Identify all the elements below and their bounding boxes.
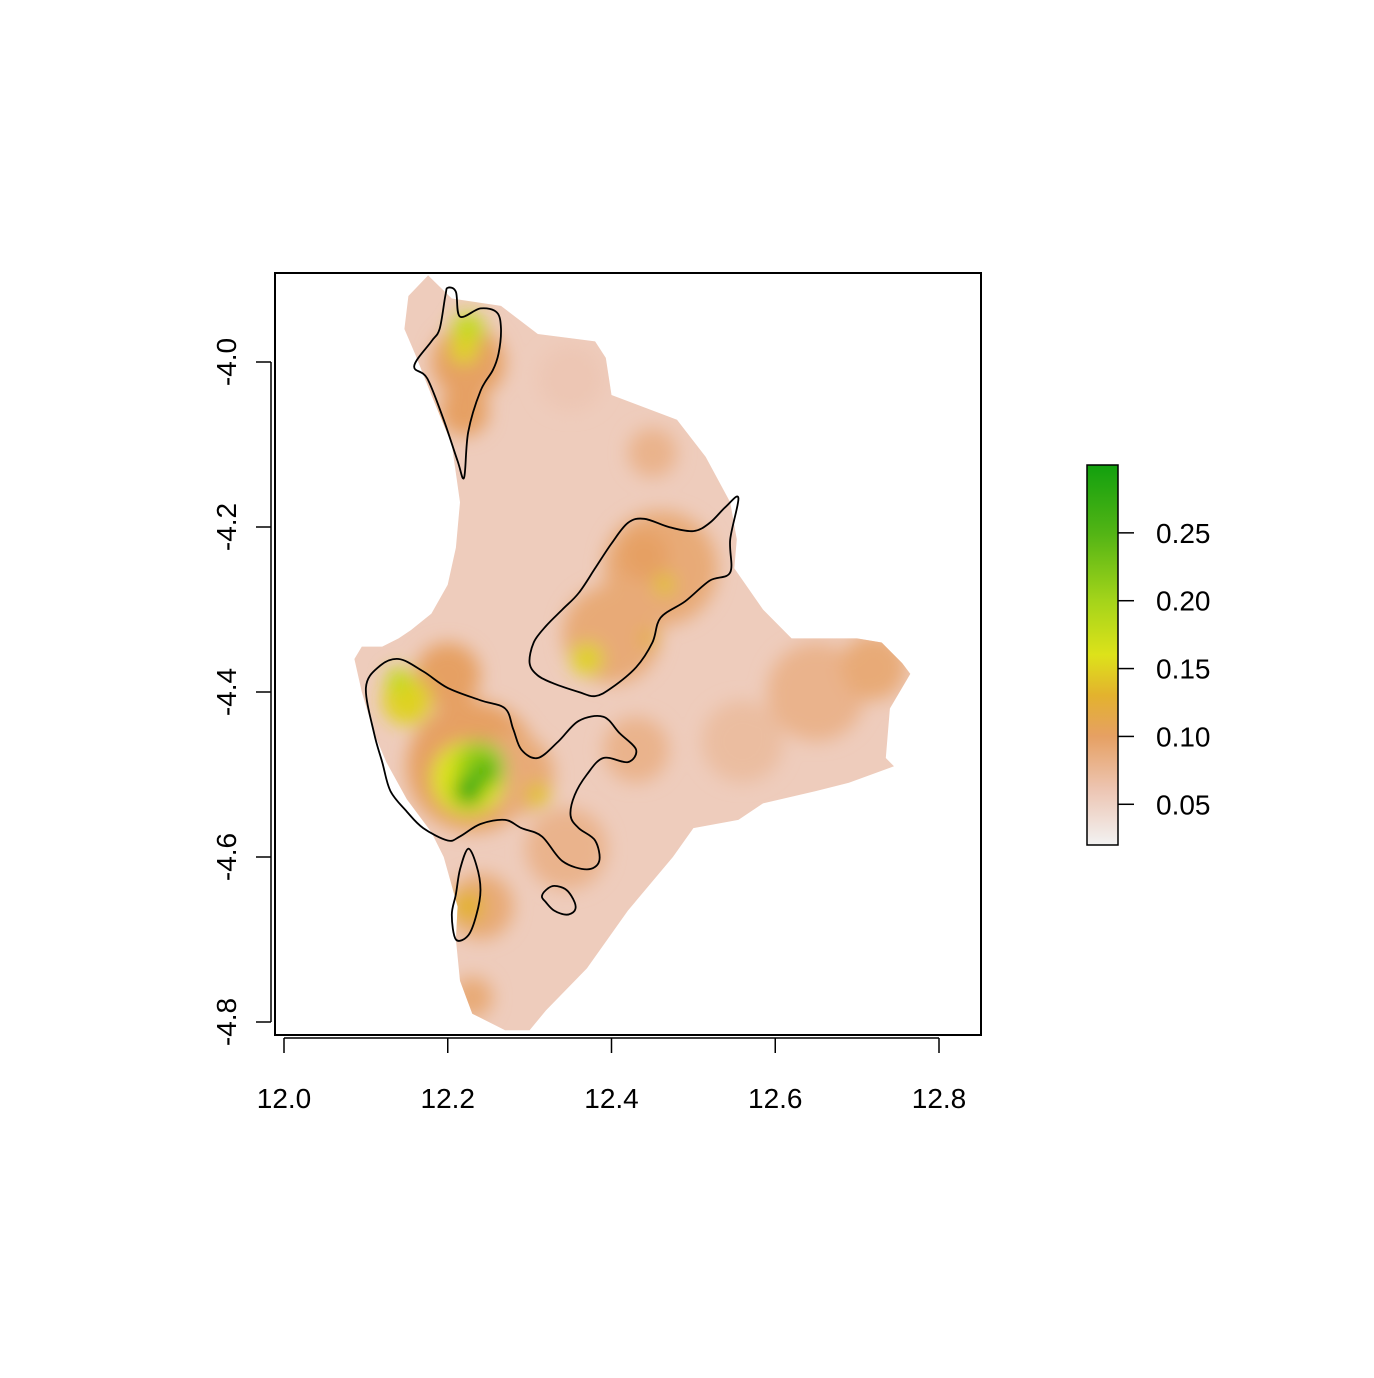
colorbar-tick-label: 0.20 [1156, 586, 1211, 617]
value-patch-21 [453, 776, 483, 806]
colorbar-bar [1086, 464, 1119, 846]
contour-line-0 [413, 286, 502, 480]
value-patch-15 [537, 345, 604, 412]
value-patch-18 [386, 667, 411, 692]
x-tick-label: 12.2 [421, 1083, 476, 1114]
colorbar-tick-label: 0.05 [1156, 789, 1211, 820]
value-patch-7 [619, 531, 669, 581]
value-patch-23 [525, 782, 551, 808]
x-tick-label: 12.8 [912, 1083, 967, 1114]
plot-frame [274, 272, 982, 1036]
map-layer [354, 275, 911, 1031]
contour-lines [364, 286, 740, 942]
contour-line-1 [528, 495, 740, 698]
y-tick-label: -4.0 [211, 338, 242, 386]
colorbar-tick-label: 0.10 [1156, 721, 1211, 752]
x-tick-label: 12.4 [584, 1083, 639, 1114]
value-patches [382, 312, 907, 1018]
colorbar-legend: 0.05 0.10 0.15 0.20 0.25 [1086, 464, 1211, 846]
value-patch-8 [525, 807, 608, 890]
contour-line-3 [450, 847, 482, 942]
value-patch-25 [449, 334, 479, 365]
x-tick-label: 12.6 [748, 1083, 803, 1114]
y-tick-label: -4.6 [211, 833, 242, 881]
y-tick-label: -4.4 [211, 668, 242, 716]
value-patch-22 [474, 760, 495, 781]
colorbar-tick-label: 0.25 [1156, 518, 1211, 549]
value-patch-27 [654, 574, 676, 596]
colorbar-tick-label: 0.15 [1156, 654, 1211, 685]
value-patch-16 [451, 976, 493, 1018]
colorbar-ticks: 0.05 0.10 0.15 0.20 0.25 [1118, 518, 1211, 820]
value-patch-0 [414, 642, 481, 709]
y-axis: -4.0 -4.2 -4.4 -4.6 -4.8 [211, 338, 272, 1046]
value-patch-14 [627, 428, 678, 478]
x-tick-label: 12.0 [257, 1083, 312, 1114]
contour-line-2 [364, 658, 638, 871]
value-patch-13 [701, 700, 784, 783]
contour-line-4 [540, 884, 577, 916]
y-tick-label: -4.2 [211, 503, 242, 551]
value-patch-26 [570, 642, 604, 676]
value-patch-11 [840, 634, 907, 701]
x-axis: 12.0 12.2 12.4 12.6 12.8 [257, 1037, 967, 1114]
y-tick-label: -4.8 [211, 998, 242, 1046]
